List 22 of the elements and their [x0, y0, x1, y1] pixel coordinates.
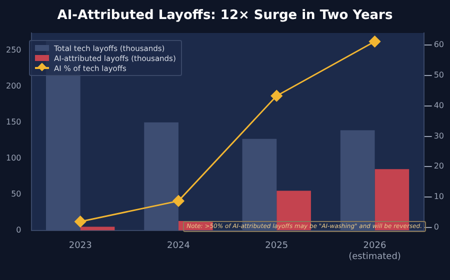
- point: [270, 90, 282, 102]
- y-tick-label: 50: [11, 189, 22, 198]
- point: [172, 195, 184, 207]
- y-tick-label: 150: [6, 117, 22, 126]
- point: [74, 216, 86, 228]
- y-tick-label: 0: [16, 225, 22, 234]
- y2-tick-label: 40: [434, 100, 444, 110]
- y-tick-label: 200: [6, 81, 22, 90]
- chart-title: AI-Attributed Layoffs: 12× Surge in Two Years: [56, 8, 394, 23]
- x-tick-label: 2026 (estimated): [348, 241, 401, 262]
- x-tick-label: 2025: [265, 241, 288, 252]
- y2-tick-label: 30: [434, 131, 444, 140]
- x-tick-label: 2023: [68, 241, 92, 252]
- y2-tick-label: 20: [434, 162, 444, 171]
- y2-tick-label: 10: [434, 192, 444, 202]
- point: [369, 36, 380, 48]
- y2-tick-label: 50: [434, 70, 444, 80]
- y2-tick-label: 60: [434, 40, 444, 50]
- y-tick-label: 100: [6, 153, 22, 162]
- y-tick-label: 250: [6, 45, 22, 54]
- y2-tick-label: 0: [434, 222, 439, 232]
- x-tick-label: 2024: [167, 241, 190, 252]
